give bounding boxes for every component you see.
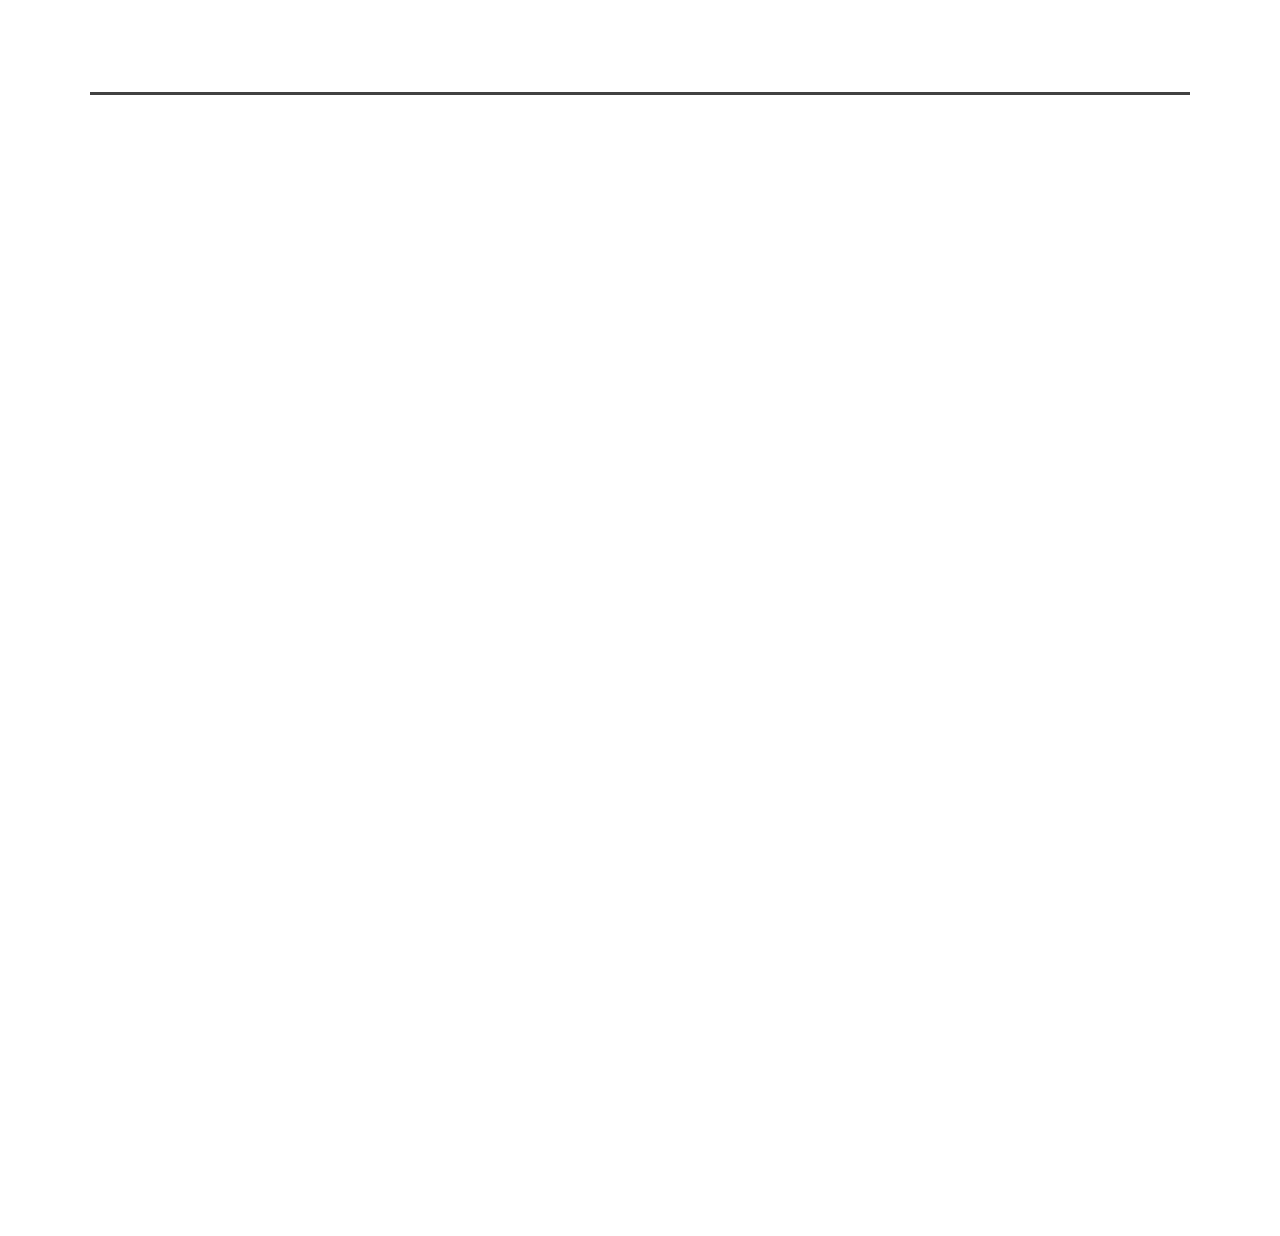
ranking-table: [90, 60, 1190, 95]
header-rank: [90, 60, 250, 94]
header-global-rank: [750, 60, 950, 94]
header-score: [950, 60, 1190, 94]
header-row: [90, 60, 1190, 94]
header-country: [250, 60, 750, 94]
